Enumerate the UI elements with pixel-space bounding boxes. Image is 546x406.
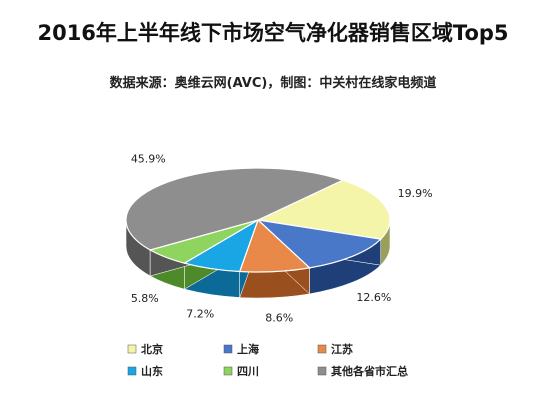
pie-slice-slice-1 (255, 179, 391, 240)
data-label-slice-1: 19.9% (398, 187, 433, 200)
legend-label-3: 江苏 (331, 342, 353, 356)
legend-label-5: 四川 (237, 365, 259, 378)
legend-label-1: 北京 (141, 342, 163, 356)
chart-title: 2016年上半年线下市场空气净化器销售区域Top5 (37, 21, 509, 45)
legend-swatch-3 (317, 344, 327, 354)
data-label-slice-6: 45.9% (131, 153, 166, 166)
legend-swatch-6 (317, 366, 327, 376)
data-label-slice-2: 12.6% (356, 291, 391, 304)
legend-swatch-4 (127, 366, 137, 376)
chart-subtitle: 数据来源：奥维云网(AVC)，制图：中关村在线家电频道 (109, 76, 437, 91)
legend-swatch-5 (223, 366, 233, 376)
data-label-slice-5: 5.8% (131, 292, 159, 305)
legend-swatch-2 (223, 344, 233, 354)
data-label-slice-3: 8.6% (265, 311, 293, 324)
pie-slice-slice-6 (125, 167, 345, 251)
legend-label-2: 上海 (237, 342, 259, 356)
legend-label-4: 山东 (141, 364, 163, 378)
data-label-slice-4: 7.2% (186, 307, 214, 320)
pie-slice-slice-2 (256, 219, 382, 269)
legend-swatch-1 (127, 344, 137, 354)
legend-label-6: 其他各省市汇总 (331, 364, 408, 378)
